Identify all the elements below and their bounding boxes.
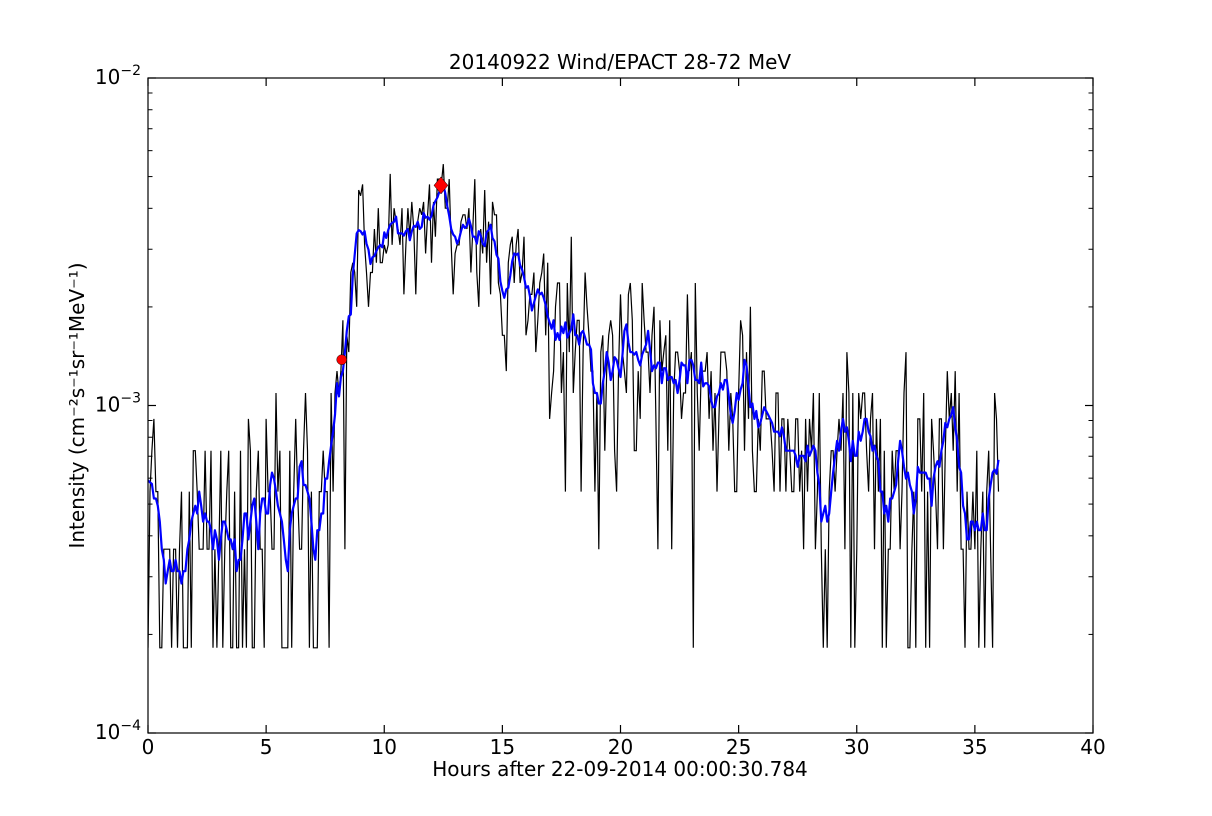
plot-title: 20140922 Wind/EPACT 28-72 MeV <box>449 50 791 74</box>
plot-frame <box>147 77 1094 734</box>
x-tick-label: 10 <box>372 735 397 759</box>
x-tick-label: 30 <box>844 735 869 759</box>
x-tick-label: 35 <box>962 735 987 759</box>
y-tick-label: 10−2 <box>95 63 141 89</box>
x-tick-label: 25 <box>726 735 751 759</box>
raw-intensity-trace <box>148 164 1000 649</box>
peak-marker <box>433 176 449 195</box>
x-axis-label: Hours after 22-09-2014 00:00:30.784 <box>432 757 808 781</box>
smoothed-intensity-trace <box>148 184 1000 585</box>
x-tick-label: 0 <box>142 735 155 759</box>
x-tick-label: 20 <box>608 735 633 759</box>
data-series-group <box>148 164 1000 649</box>
y-axis-label: Intensity (cm⁻²s⁻¹sr⁻¹MeV⁻¹) <box>65 262 89 548</box>
axis-ticks-group: 0 5 10 15 20 25 30 35 40 10−2 10−3 10−4 <box>95 63 1106 759</box>
x-tick-label: 15 <box>490 735 515 759</box>
event-markers-group <box>336 176 449 365</box>
y-tick-label: 10−3 <box>95 391 141 417</box>
y-tick-label: 10−4 <box>95 718 141 744</box>
x-tick-label: 5 <box>260 735 273 759</box>
x-tick-label: 40 <box>1080 735 1105 759</box>
onset-marker <box>336 354 347 365</box>
